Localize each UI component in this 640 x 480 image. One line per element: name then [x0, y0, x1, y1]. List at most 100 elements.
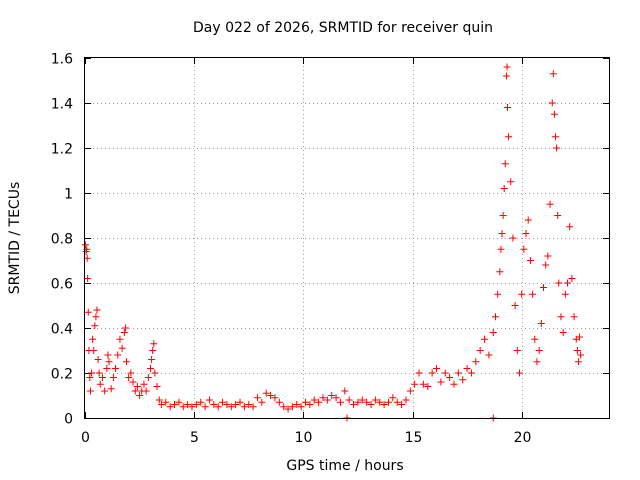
data-point [262, 389, 270, 397]
data-point [502, 72, 510, 80]
data-point [446, 374, 454, 381]
y-tick-label: 1.4 [51, 97, 73, 113]
data-point [98, 374, 106, 381]
chart-title: Day 022 of 2026, SRMTID for receiver qui… [193, 20, 493, 36]
data-point [564, 279, 572, 287]
data-point [577, 351, 585, 359]
x-tick-label: 5 [190, 430, 199, 446]
data-point [552, 133, 560, 141]
data-point [157, 401, 165, 408]
data-point [354, 398, 362, 406]
data-point [358, 396, 366, 404]
y-tick-label: 0 [64, 412, 73, 428]
data-point [125, 374, 133, 381]
data-point [122, 358, 130, 366]
data-point [93, 306, 101, 314]
data-point [332, 394, 340, 402]
data-point [91, 322, 99, 330]
data-point [522, 230, 530, 237]
data-point [188, 403, 196, 411]
data-point [275, 398, 283, 406]
data-point [573, 347, 581, 354]
data-point [524, 216, 532, 224]
data-point [147, 365, 154, 372]
data-point [561, 290, 569, 298]
data-point [555, 279, 563, 287]
data-point [109, 374, 117, 381]
data-point [526, 257, 534, 264]
data-point [280, 403, 288, 411]
data-point [402, 396, 410, 404]
data-point [315, 398, 323, 406]
data-point [500, 185, 508, 192]
data-point [88, 369, 96, 377]
data-point [284, 405, 292, 413]
data-point [120, 329, 128, 336]
data-point [127, 369, 135, 377]
data-point [245, 401, 253, 408]
data-point [550, 110, 558, 118]
data-point [472, 358, 480, 366]
data-point [103, 365, 111, 372]
data-point [415, 369, 423, 377]
data-point [557, 313, 565, 321]
data-point [350, 401, 358, 408]
data-point [531, 335, 539, 343]
data-point [380, 401, 388, 408]
data-point [503, 63, 511, 71]
data-point [481, 335, 489, 343]
data-point [520, 245, 528, 253]
data-point [227, 403, 235, 411]
data-point [515, 369, 523, 377]
data-point [341, 387, 349, 395]
data-point [568, 275, 576, 282]
data-point [554, 212, 562, 219]
series-srmtid [81, 63, 585, 422]
data-point [140, 380, 148, 388]
data-point [210, 401, 218, 408]
data-point [192, 401, 200, 408]
data-point [271, 394, 279, 402]
data-point [542, 261, 550, 269]
data-point [411, 380, 419, 388]
data-point [179, 403, 187, 411]
data-point [240, 403, 248, 411]
y-tick-label: 0.4 [51, 322, 73, 338]
data-point [376, 398, 384, 406]
y-axis: 0 0.2 0.4 0.6 0.8 1 1.2 1.4 1.6 [51, 52, 609, 428]
x-tick-label: 0 [81, 430, 90, 446]
data-point [384, 398, 392, 406]
data-point [485, 351, 493, 359]
data-point [84, 275, 92, 282]
data-point [389, 394, 397, 402]
data-point [467, 369, 475, 377]
data-point [501, 160, 509, 168]
data-point [540, 284, 547, 291]
data-point [393, 398, 401, 406]
data-point [505, 133, 513, 141]
data-point [533, 358, 541, 366]
data-point [537, 320, 545, 327]
data-point [535, 347, 543, 354]
data-point [288, 403, 296, 411]
data-point [96, 380, 104, 388]
data-point [419, 380, 427, 388]
data-point [406, 387, 414, 395]
data-point [513, 347, 521, 354]
data-point [205, 396, 213, 404]
data-point [498, 230, 506, 237]
data-point [94, 356, 102, 363]
data-point [92, 313, 100, 321]
y-tick-label: 0.2 [51, 367, 73, 383]
data-point [90, 347, 98, 354]
data-point [253, 394, 261, 402]
data-point [95, 369, 103, 377]
data-point [428, 369, 436, 377]
data-point [150, 340, 158, 348]
data-point [559, 329, 567, 336]
data-point [433, 365, 441, 372]
data-point [131, 387, 139, 395]
data-point [148, 356, 156, 363]
data-point [544, 252, 552, 260]
data-point [494, 290, 502, 298]
